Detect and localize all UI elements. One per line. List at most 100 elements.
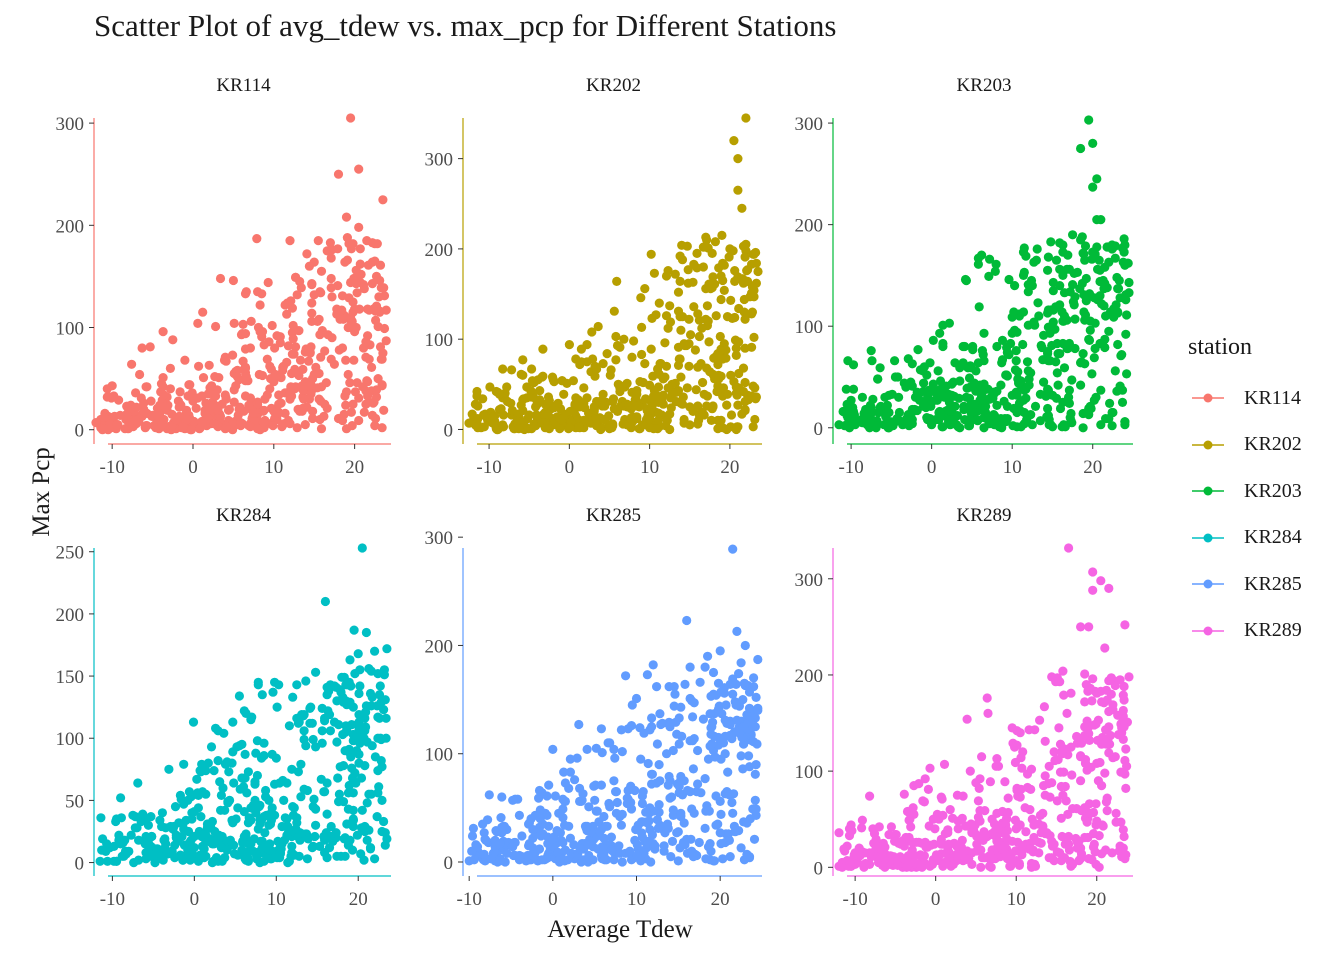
data-point <box>565 767 576 777</box>
data-point <box>751 247 761 258</box>
data-point <box>337 672 347 682</box>
data-point <box>694 837 704 848</box>
data-point <box>688 852 699 862</box>
data-point <box>317 726 327 736</box>
data-point <box>374 713 385 723</box>
y-tick-label: 0 <box>814 419 824 440</box>
data-point <box>354 749 364 760</box>
data-point <box>714 374 724 384</box>
data-point <box>1100 278 1110 289</box>
data-point <box>747 307 758 317</box>
data-point <box>1104 326 1114 336</box>
data-point <box>334 720 344 730</box>
data-point <box>238 838 248 848</box>
data-point <box>553 398 563 408</box>
data-point <box>610 753 620 763</box>
data-point <box>229 778 239 788</box>
data-point <box>1067 375 1077 385</box>
data-point <box>1111 808 1121 819</box>
data-point <box>291 342 301 352</box>
data-point <box>241 829 251 839</box>
data-point <box>741 239 751 249</box>
data-point <box>682 383 692 393</box>
data-point <box>215 273 226 284</box>
data-point <box>1012 783 1022 794</box>
data-point <box>345 655 355 665</box>
data-point <box>1092 174 1102 184</box>
data-point <box>721 345 731 355</box>
data-point <box>1043 347 1053 357</box>
data-point <box>1084 335 1095 345</box>
data-point <box>1038 355 1048 365</box>
data-point <box>642 670 653 680</box>
data-point <box>344 677 354 687</box>
data-point <box>1087 369 1097 379</box>
data-point <box>1043 384 1053 394</box>
data-point <box>909 781 919 791</box>
data-point <box>307 718 317 728</box>
data-point <box>966 407 976 418</box>
data-point <box>278 362 288 372</box>
data-point <box>1003 793 1013 803</box>
data-point <box>345 835 355 845</box>
data-point <box>660 338 670 348</box>
data-point <box>955 376 965 386</box>
data-point <box>1066 416 1076 426</box>
data-point <box>136 393 146 403</box>
data-point <box>715 796 725 807</box>
data-point <box>568 376 579 386</box>
data-point <box>968 341 978 352</box>
data-point <box>544 396 554 406</box>
data-point <box>984 271 994 281</box>
data-point <box>261 792 271 802</box>
data-point <box>690 345 701 355</box>
data-point <box>199 853 209 863</box>
data-point <box>302 785 312 796</box>
data-point <box>1115 841 1125 851</box>
data-point <box>676 702 686 712</box>
data-point <box>1088 247 1098 257</box>
data-point <box>1047 836 1057 846</box>
data-point <box>238 356 248 366</box>
data-point <box>732 422 742 432</box>
data-point <box>649 391 659 401</box>
data-point <box>674 713 684 723</box>
data-point <box>834 420 844 430</box>
data-point <box>952 790 963 800</box>
legend-key <box>1192 486 1224 496</box>
data-point <box>206 821 216 832</box>
data-point <box>286 851 296 861</box>
data-point <box>732 390 742 400</box>
data-point <box>675 354 685 364</box>
data-point <box>183 845 193 855</box>
data-point <box>693 745 703 756</box>
data-point <box>554 808 564 818</box>
data-point <box>478 819 488 829</box>
data-point <box>857 392 868 402</box>
data-point <box>275 338 285 348</box>
data-point <box>560 845 571 855</box>
data-point <box>1120 240 1130 250</box>
data-point <box>593 321 603 332</box>
data-point <box>491 386 501 397</box>
data-point <box>989 410 999 420</box>
data-point <box>744 703 755 713</box>
data-point <box>1086 403 1096 414</box>
x-tick-label: 0 <box>565 457 575 478</box>
data-point <box>160 834 170 844</box>
data-point <box>910 851 921 861</box>
data-point <box>753 266 763 277</box>
data-point <box>322 778 332 788</box>
data-point <box>280 813 290 823</box>
data-point <box>996 380 1006 390</box>
data-point <box>592 364 602 374</box>
data-point <box>1106 673 1116 683</box>
data-point <box>1000 841 1010 851</box>
data-point <box>1002 814 1012 824</box>
data-point <box>1027 814 1037 824</box>
data-point <box>111 856 122 866</box>
data-point <box>497 822 507 833</box>
data-point <box>198 307 208 317</box>
data-point <box>575 844 586 854</box>
